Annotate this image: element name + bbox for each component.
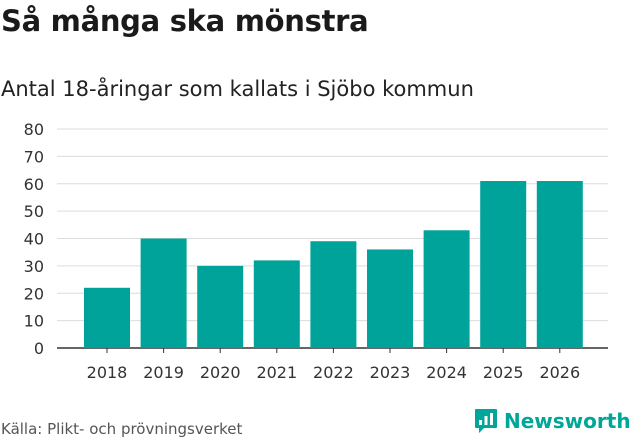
- y-tick-label: 10: [24, 312, 44, 331]
- x-tick-label: 2022: [313, 363, 354, 382]
- chart-subtitle: Antal 18-åringar som kallats i Sjöbo kom…: [1, 77, 474, 101]
- bar-2024: [423, 230, 470, 348]
- y-tick-label: 0: [34, 339, 44, 358]
- x-axis-ticks: 2018 2019 2020 2021 2022 2023 2024 2025 2026: [87, 348, 580, 382]
- bar-2020: [197, 265, 244, 348]
- y-tick-label: 40: [24, 230, 44, 249]
- y-tick-label: 50: [24, 202, 44, 221]
- y-tick-label: 70: [24, 147, 44, 166]
- y-tick-label: 20: [24, 284, 44, 303]
- newsworthy-logo: Newsworthy: [474, 406, 631, 436]
- newsworthy-icon: [475, 409, 497, 433]
- x-tick-label: 2019: [143, 363, 184, 382]
- source-note: Källa: Plikt- och prövningsverket: [1, 420, 243, 438]
- y-tick-label: 80: [24, 120, 44, 139]
- bar-2018: [84, 287, 130, 348]
- y-tick-label: 60: [24, 175, 44, 194]
- bar-2026: [536, 181, 583, 348]
- x-tick-label: 2026: [539, 363, 580, 382]
- x-tick-label: 2020: [200, 363, 241, 382]
- bar-2023: [367, 249, 413, 348]
- x-tick-label: 2021: [256, 363, 297, 382]
- x-tick-label: 2023: [370, 363, 411, 382]
- x-tick-label: 2025: [483, 363, 524, 382]
- brand-name: Newsworthy: [504, 409, 631, 433]
- y-axis-ticks: 0 10 20 30 40 50 60 70 80: [24, 120, 44, 358]
- bar-2025: [480, 181, 527, 348]
- bar-2022: [310, 241, 357, 348]
- x-tick-label: 2024: [426, 363, 467, 382]
- x-tick-label: 2018: [87, 363, 128, 382]
- y-tick-label: 30: [24, 257, 44, 276]
- bar-2021: [253, 260, 300, 348]
- chart-title: Så många ska mönstra: [1, 4, 369, 38]
- bar-2019: [140, 238, 187, 348]
- bars: [84, 181, 583, 348]
